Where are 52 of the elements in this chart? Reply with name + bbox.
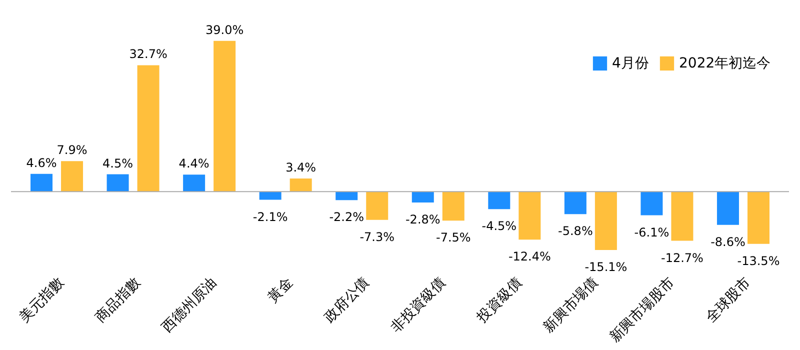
bar (412, 192, 434, 202)
data-label: -12.7% (660, 250, 704, 265)
x-tick-label: 西德州原油 (159, 274, 220, 336)
x-tick-label: 美元指數 (16, 274, 68, 326)
bar (259, 192, 282, 200)
bar (716, 192, 739, 225)
x-tick-label: 政府公債 (322, 274, 372, 326)
bar (290, 178, 312, 192)
bar (183, 174, 206, 192)
data-label: -8.6% (710, 234, 746, 249)
x-tick-label: 非投資級債 (388, 274, 449, 336)
bar (671, 192, 694, 241)
data-label: 4.5% (102, 156, 134, 170)
data-label: -13.5% (737, 254, 780, 268)
data-label: -7.5% (436, 230, 471, 245)
bar (30, 174, 53, 192)
data-label: -2.1% (252, 210, 288, 224)
data-label: 7.9% (56, 143, 88, 158)
bar (747, 192, 770, 244)
data-label: -6.1% (634, 225, 670, 240)
bar (518, 192, 541, 240)
data-label: 3.4% (286, 160, 316, 175)
x-tick-label: 新興市場債 (540, 274, 602, 336)
legend-label: 2022年初迄今 (679, 55, 771, 72)
data-label: -15.1% (584, 260, 628, 274)
data-label: -2.8% (405, 212, 440, 226)
data-label: -5.8% (558, 224, 593, 238)
x-tick-label: 黃金 (265, 274, 296, 306)
bar (366, 192, 388, 220)
bar (106, 174, 129, 192)
bar (488, 192, 510, 210)
data-label: 4.4% (178, 156, 210, 171)
data-label: -4.5% (482, 219, 517, 234)
x-tick-label: 新興市場股市 (606, 274, 678, 346)
bar (61, 161, 84, 192)
legend-label: 4月份 (612, 55, 649, 72)
bar (137, 65, 160, 192)
x-tick-label: 商品指數 (92, 274, 144, 326)
data-label: -7.3% (360, 230, 395, 244)
bar (564, 192, 586, 214)
bar (214, 40, 236, 192)
x-tick-label: 投資級債 (473, 274, 526, 326)
bar (442, 192, 464, 221)
data-label: 4.6% (26, 156, 57, 170)
data-label: -12.4% (508, 250, 551, 264)
data-label: -2.2% (329, 210, 364, 224)
data-label: 32.7% (129, 47, 168, 62)
bar (640, 192, 663, 216)
bar (336, 192, 358, 200)
bar (594, 192, 617, 250)
data-label: 39.0% (206, 22, 244, 37)
x-tick-label: 全球股市 (702, 274, 754, 326)
